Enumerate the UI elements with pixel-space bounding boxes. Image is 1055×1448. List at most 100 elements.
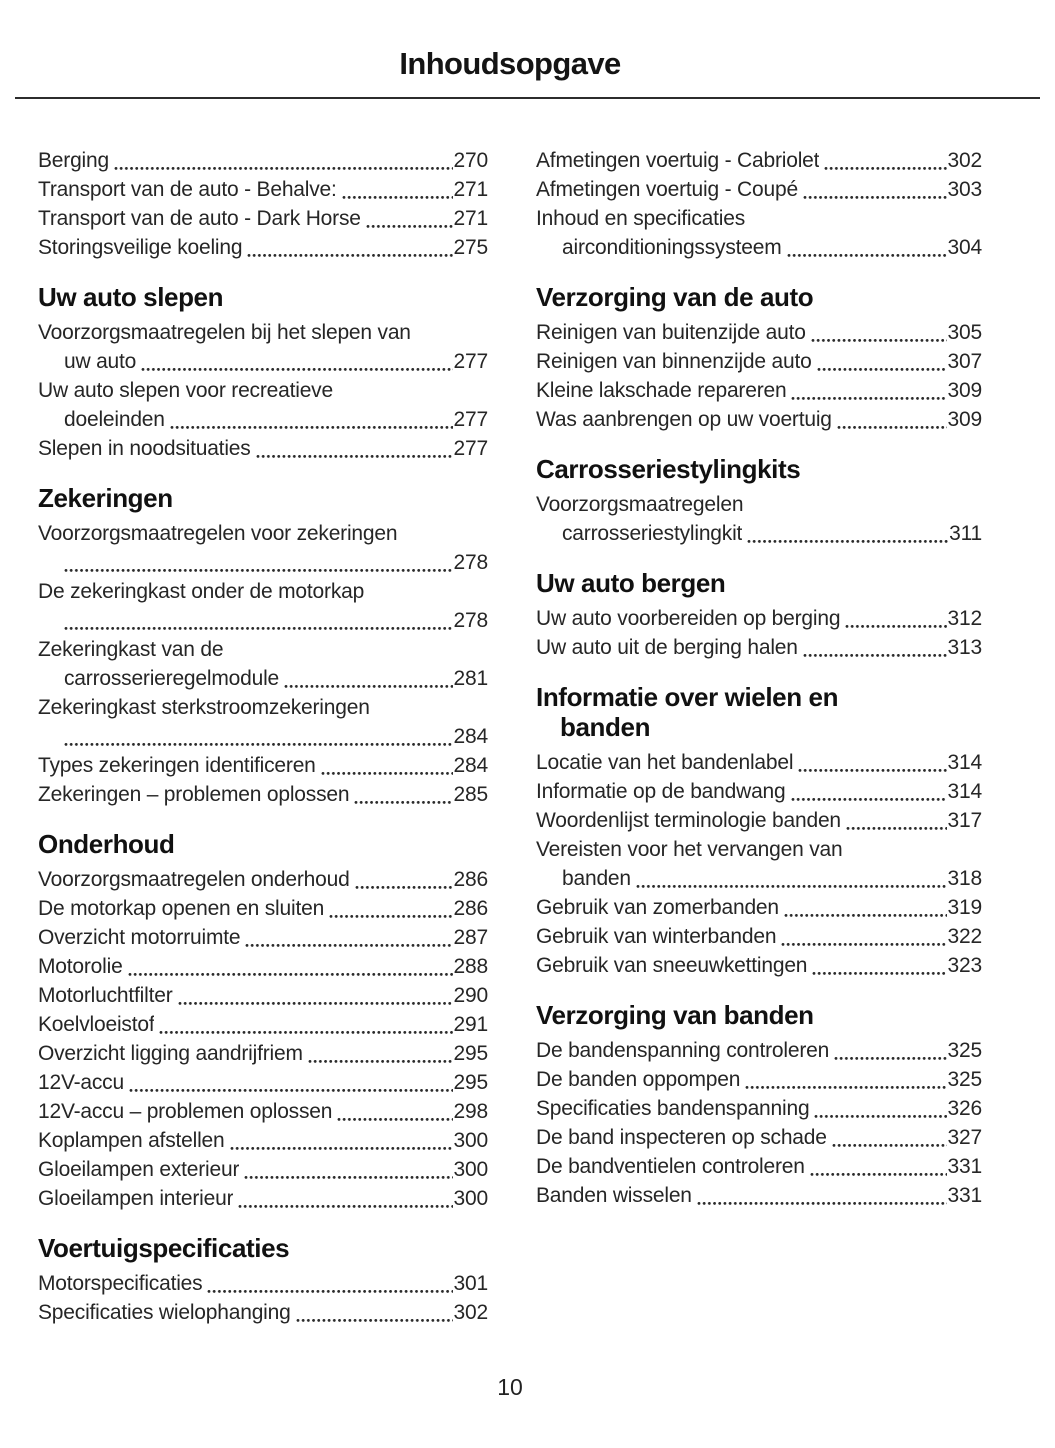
toc-entry-page: 305 xyxy=(947,321,983,344)
dot-leader xyxy=(836,425,947,430)
toc-entry-line: Gloeilampen exterieur 300 xyxy=(38,1155,488,1184)
dot-leader xyxy=(809,1172,947,1177)
toc-entry: Motorspecificaties 301 xyxy=(38,1269,488,1298)
toc-entry-line: Gebruik van winterbanden 322 xyxy=(536,922,982,951)
toc-entry-label: 12V-accu – problemen oplossen xyxy=(38,1100,333,1123)
toc-entry: Voorzorgsmaatregelen onderhoud 286 xyxy=(38,865,488,894)
toc-entry: De bandventielen controleren 331 xyxy=(536,1152,982,1181)
toc-entry-line: airconditioningssysteem 304 xyxy=(536,233,982,262)
toc-entry-label: Reinigen van buitenzijde auto xyxy=(536,321,806,344)
dot-leader xyxy=(354,800,453,805)
toc-entry-line: Was aanbrengen op uw voertuig 309 xyxy=(536,405,982,434)
toc-entry-line: De motorkap openen en sluiten 286 xyxy=(38,894,488,923)
toc-entry-page: 302 xyxy=(453,1301,489,1324)
toc-entry-line: carrosserieregelmodule 281 xyxy=(38,664,488,693)
toc-entry-page: 314 xyxy=(947,751,983,774)
dot-leader xyxy=(814,1114,947,1119)
dot-leader xyxy=(635,884,947,889)
toc-entry: Gebruik van zomerbanden 319 xyxy=(536,893,982,922)
toc-entry: Specificaties wielophanging 302 xyxy=(38,1298,488,1327)
toc-entry-line: De zekeringkast onder de motorkap xyxy=(38,577,488,606)
page-title: Inhoudsopgave xyxy=(399,46,621,81)
toc-section: Zekeringen Voorzorgsmaatregelen voor zeke… xyxy=(38,483,488,809)
toc-entry: Berging 270 xyxy=(38,146,488,175)
toc-section: Carrosseriestylingkits Voorzorgsmaatregel… xyxy=(536,454,982,548)
toc-entry-page: 318 xyxy=(947,867,983,890)
toc-entry: Gloeilampen interieur 300 xyxy=(38,1184,488,1213)
toc-entry: Voorzorgsmaatregelen carrosseriestylingki… xyxy=(536,490,982,548)
toc-column-left: Berging 270 Transport van de auto - Behalv… xyxy=(38,146,488,1327)
dot-leader xyxy=(798,768,947,773)
toc-entry-label: Banden wisselen xyxy=(536,1184,692,1207)
toc-entry-page: 286 xyxy=(453,897,489,920)
toc-entry-page: 277 xyxy=(453,437,489,460)
page-number: 10 xyxy=(497,1374,523,1400)
toc-entry: Afmetingen voertuig - Coupé 303 xyxy=(536,175,982,204)
toc-entry-label: Voorzorgsmaatregelen onderhoud xyxy=(38,868,350,891)
toc-column-right: Afmetingen voertuig - Cabriolet 302 Afmeti… xyxy=(536,146,982,1327)
toc-entry-line: Motorluchtfilter 290 xyxy=(38,981,488,1010)
toc-entry-page: 275 xyxy=(453,236,489,259)
toc-entry-line: Reinigen van binnenzijde auto 307 xyxy=(536,347,982,376)
toc-entry-label: Zekeringkast sterkstroomzekeringen xyxy=(38,696,370,719)
toc-entry-page: 325 xyxy=(947,1039,983,1062)
dot-leader xyxy=(791,396,947,401)
toc-entry-page: 285 xyxy=(453,783,489,806)
toc-entry-label: Motorluchtfilter xyxy=(38,984,173,1007)
toc-entry-line: Reinigen van buitenzijde auto 305 xyxy=(536,318,982,347)
toc-entry: Slepen in noodsituaties 277 xyxy=(38,434,488,463)
toc-entry-label: Specificaties bandenspanning xyxy=(536,1097,810,1120)
toc-entry: Transport van de auto - Behalve: 271 xyxy=(38,175,488,204)
toc-entry-line: Koplampen afstellen 300 xyxy=(38,1126,488,1155)
section-heading: Onderhoud xyxy=(38,829,175,859)
dot-leader xyxy=(696,1201,947,1206)
toc-entry-line: 12V-accu – problemen oplossen 298 xyxy=(38,1097,488,1126)
section-heading: Zekeringen xyxy=(38,483,173,513)
dot-leader xyxy=(745,1085,947,1090)
dot-leader xyxy=(831,1143,947,1148)
dot-leader xyxy=(834,1056,947,1061)
toc-entry-line: Voorzorgsmaatregelen voor zekeringen xyxy=(38,519,488,548)
dot-leader xyxy=(783,913,947,918)
toc-entry-line: Voorzorgsmaatregelen bij het slepen van xyxy=(38,318,488,347)
toc-entry-label: Transport van de auto - Behalve: xyxy=(38,178,337,201)
dot-leader xyxy=(64,626,453,631)
toc-entry-line: Transport van de auto - Behalve: 271 xyxy=(38,175,488,204)
toc-entry-page: 304 xyxy=(947,236,983,259)
toc-entry: Uw auto voorbereiden op berging 312 xyxy=(536,604,982,633)
toc-entry-page: 278 xyxy=(453,609,489,632)
dot-leader xyxy=(337,1117,453,1122)
toc-entry-line: Transport van de auto - Dark Horse 271 xyxy=(38,204,488,233)
toc-entry: Motorluchtfilter 290 xyxy=(38,981,488,1010)
dot-leader xyxy=(229,1146,453,1151)
toc-entry: Gloeilampen exterieur 300 xyxy=(38,1155,488,1184)
toc-entry-label: De zekeringkast onder de motorkap xyxy=(38,580,365,603)
toc-entry-page: 284 xyxy=(453,725,489,748)
dot-leader xyxy=(295,1318,453,1323)
toc-entry-label: Voorzorgsmaatregelen voor zekeringen xyxy=(38,522,398,545)
toc-entry-label: Motorolie xyxy=(38,955,123,978)
toc-entry-label: Uw auto uit de berging halen xyxy=(536,636,798,659)
dot-leader xyxy=(320,771,453,776)
toc-entry: Motorolie 288 xyxy=(38,952,488,981)
toc-entry-line: Gebruik van zomerbanden 319 xyxy=(536,893,982,922)
toc-entry-line: Uw auto slepen voor recreatieve xyxy=(38,376,488,405)
toc-entry-label: Afmetingen voertuig - Coupé xyxy=(536,178,798,201)
toc-entry-label: De motorkap openen en sluiten xyxy=(38,897,325,920)
section-heading: Verzorging van banden xyxy=(536,1000,814,1030)
toc-entry-label: Gloeilampen exterieur xyxy=(38,1158,240,1181)
toc-entry: Banden wisselen 331 xyxy=(536,1181,982,1210)
toc-section: Verzorging van banden De bandenspanning c… xyxy=(536,1000,982,1210)
toc-entry-label: De banden oppompen xyxy=(536,1068,741,1091)
toc-entry-label: Kleine lakschade repareren xyxy=(536,379,787,402)
dot-leader xyxy=(341,195,453,200)
toc-section: Afmetingen voertuig - Cabriolet 302 Afmeti… xyxy=(536,146,982,262)
dot-leader xyxy=(64,568,453,573)
dot-leader xyxy=(810,338,947,343)
section-heading: Informatie over wielen en banden xyxy=(536,682,982,742)
toc-entry-line: Koelvloeistof 291 xyxy=(38,1010,488,1039)
toc-entry-line: 278 xyxy=(38,606,488,635)
dot-leader xyxy=(127,972,453,977)
toc-entry-line: Informatie op de bandwang 314 xyxy=(536,777,982,806)
toc-entry-label: De band inspecteren op schade xyxy=(536,1126,827,1149)
